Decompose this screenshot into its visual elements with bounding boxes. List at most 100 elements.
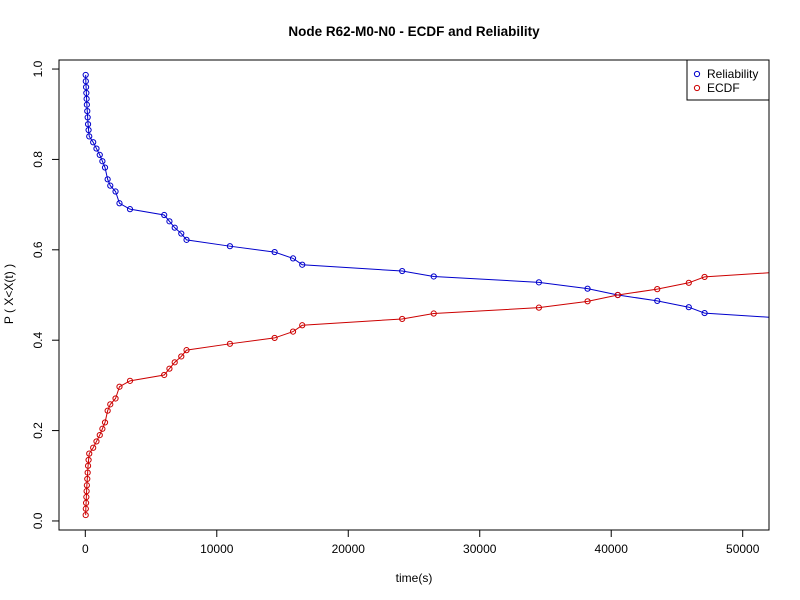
reliability-point [584,285,591,292]
ecdf-point [399,315,406,323]
ecdf-point [93,438,100,445]
ecdf-point [85,456,92,464]
ecdf-point [82,499,90,506]
reliability-point [271,248,278,256]
ecdf-point [430,310,437,317]
reliability-point [171,224,178,231]
ecdf-point [161,371,168,379]
ecdf-point [84,462,92,469]
ecdf-point [96,431,103,439]
reliability-point [399,267,406,275]
reliability-point [178,230,185,237]
plot-area [82,71,769,519]
ecdf-point [86,450,93,457]
ecdf-point [226,340,234,347]
reliability-point [701,309,708,317]
x-tick-label: 0 [82,542,89,556]
reliability-point [289,255,297,262]
y-tick-label: 0.8 [31,151,45,168]
legend-marker-reliability [693,70,701,78]
ecdf-point [99,425,106,432]
ecdf-point [83,482,90,489]
ecdf-point [289,328,297,335]
y-tick-label: 1.0 [31,60,45,77]
reliability-point [83,95,90,102]
legend-label-reliability: Reliability [707,67,758,81]
ecdf-point [535,304,543,311]
ecdf-point [166,365,173,372]
ecdf-point [84,475,91,483]
reliability-point [116,200,123,207]
ecdf-point [584,298,591,305]
reliability-point [685,304,692,311]
reliability-point [93,145,100,152]
reliability-point [166,218,173,225]
reliability-point [101,164,109,171]
ecdf-point [84,469,91,476]
reliability-point [430,273,437,280]
y-tick-label: 0.6 [31,241,45,258]
ecdf-point [299,322,306,329]
reliability-point [299,261,306,268]
reliability-point [126,206,134,213]
ecdf-point [685,279,692,286]
reliability-point [535,279,543,286]
ecdf-point [701,273,708,281]
y-axis-label: P ( X<X(t) ) [2,264,16,324]
ecdf-point [82,511,89,519]
reliability-point [85,126,92,134]
reliability-point [84,121,92,128]
y-tick-label: 0.2 [31,422,45,439]
x-tick-label: 40000 [595,542,629,556]
ecdf-series [82,272,769,519]
reliability-point [226,243,234,250]
ecdf-point [271,334,278,342]
ecdf-point [104,407,111,414]
reliability-point [96,151,103,159]
ecdf-point [178,353,185,360]
reliability-point [104,176,111,183]
reliability-point [83,101,90,108]
chart-title: Node R62-M0-N0 - ECDF and Reliability [288,24,540,39]
reliability-point [84,107,91,115]
reliability-point [83,89,90,97]
ecdf-point [183,347,190,354]
ecdf-point [171,359,178,366]
reliability-point [84,114,91,121]
reliability-point [99,158,106,165]
ecdf-point [83,493,90,501]
x-tick-label: 10000 [200,542,234,556]
ecdf-point [116,383,123,390]
ecdf-point [112,395,119,402]
ecdf-point [101,419,109,426]
reliability-point [86,133,93,140]
reliability-point [183,236,190,243]
legend-marker-ecdf [693,84,701,92]
reliability-point [82,71,89,79]
legend-box [686,59,770,101]
reliability-point [82,78,89,85]
reliability-point [90,139,97,146]
ecdf-point [614,291,621,299]
ecdf-point [82,505,89,512]
reliability-series [82,71,769,318]
reliability-point [112,188,119,195]
ecdf-point [83,488,90,495]
series-layer [82,71,769,519]
reliability-point [82,84,90,91]
x-tick-label: 20000 [332,542,366,556]
plot-frame [58,59,770,531]
ecdf-point [126,377,134,384]
x-axis-label: time(s) [396,571,433,585]
reliability-point [654,297,661,304]
reliability-point [107,182,114,189]
x-tick-label: 50000 [726,542,760,556]
y-tick-label: 0.0 [31,512,45,529]
reliability-point [161,211,168,219]
x-tick-label: 30000 [463,542,497,556]
y-tick-label: 0.4 [31,332,45,349]
legend-label-ecdf: ECDF [707,81,740,95]
